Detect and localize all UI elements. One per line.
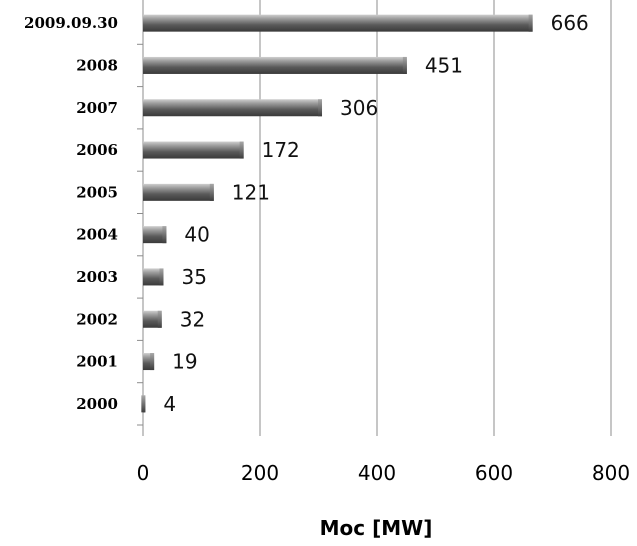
x-tick-label: 600 [475,461,513,485]
bar-cap [528,14,533,32]
bar-cap [239,141,244,159]
bar-cap [162,226,167,244]
data-label: 306 [340,96,378,120]
bars [141,14,533,413]
x-tick-label: 200 [241,461,279,485]
x-axis-title: Moc [MW] [320,516,433,540]
bar [143,99,323,117]
bar-cap [141,395,146,413]
data-label: 172 [262,138,300,162]
category-label: 2008 [76,56,118,74]
bar-cap [159,268,164,286]
bar-cap [150,353,155,371]
bar-cap [157,310,162,328]
category-label: 2009.09.30 [24,14,118,32]
x-tick-label: 0 [137,461,150,485]
category-label: 2000 [76,395,118,413]
bar [143,353,155,371]
category-label: 2007 [76,99,118,117]
data-label: 32 [180,307,205,331]
category-label: 2004 [76,226,118,244]
x-tick-label: 800 [592,461,630,485]
bar-cap [209,183,214,201]
bar [143,141,244,159]
bar [143,310,162,328]
bar [143,226,167,244]
data-label: 19 [172,350,197,374]
bar [143,268,164,286]
category-label: 2003 [76,268,118,286]
category-label: 2002 [76,310,118,328]
x-tick-label: 400 [358,461,396,485]
bar-cap [402,56,407,74]
bar [143,183,214,201]
category-label: 2001 [76,353,118,371]
data-label: 4 [163,392,176,416]
data-label: 666 [551,11,589,35]
bar [143,14,533,32]
bar [143,56,407,74]
category-label: 2005 [76,183,118,201]
labels: 0 200 400 600 800 2009.09.30 666 2008 451 2007 306… [24,11,630,485]
data-label: 35 [181,265,206,289]
bar-cap [318,99,323,117]
data-label: 40 [184,223,209,247]
data-label: 121 [232,180,270,204]
category-label: 2006 [76,141,118,159]
data-label: 451 [425,53,463,77]
